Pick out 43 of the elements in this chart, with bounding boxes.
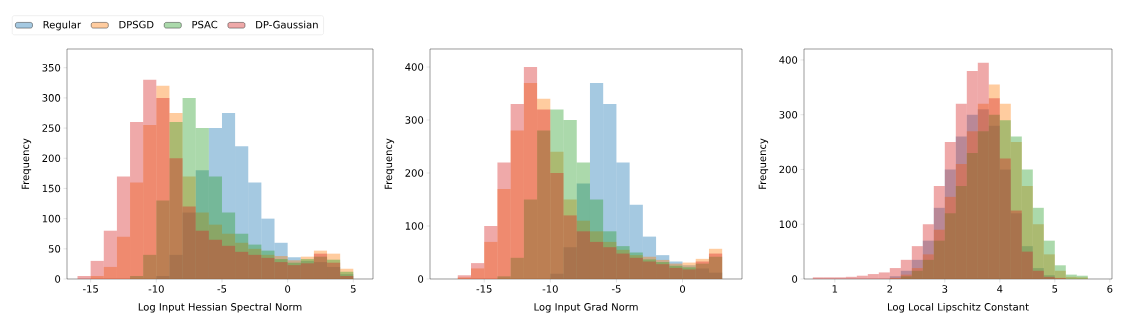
x-tick-label: 0 bbox=[285, 285, 291, 293]
y-tick-label: 350 bbox=[42, 63, 61, 72]
legend-label: DPSGD bbox=[119, 20, 154, 29]
x-tick-label: 1 bbox=[832, 285, 838, 293]
y-axis-title: Frequency bbox=[384, 138, 395, 189]
y-tick-label: 300 bbox=[42, 94, 61, 102]
legend-label: Regular bbox=[43, 20, 82, 31]
y-tick-label: 0 bbox=[55, 275, 61, 283]
x-axis-title: Log Local Lipschitz Constant bbox=[888, 302, 1029, 313]
x-tick-label: -15 bbox=[476, 285, 492, 293]
legend-label: DP-Gaussian bbox=[256, 20, 318, 29]
y-tick-label: 250 bbox=[42, 124, 61, 132]
y-tick-label: 150 bbox=[42, 184, 61, 193]
y-tick-label: 0 bbox=[792, 275, 798, 283]
y-tick-label: 200 bbox=[779, 165, 798, 174]
x-tick-label: -5 bbox=[217, 285, 227, 293]
legend-label: PSAC bbox=[192, 20, 218, 29]
x-tick-label: -5 bbox=[611, 285, 621, 293]
y-tick-label: 400 bbox=[405, 63, 424, 71]
x-tick-label: -15 bbox=[82, 285, 98, 293]
y-tick-label: 200 bbox=[42, 154, 61, 163]
x-tick-label: -10 bbox=[148, 285, 164, 293]
y-tick-label: 400 bbox=[779, 56, 798, 64]
x-tick-label: 5 bbox=[1052, 285, 1058, 293]
y-axis-title: Frequency bbox=[758, 138, 769, 189]
x-tick-label: 5 bbox=[350, 285, 356, 293]
y-tick-label: 100 bbox=[405, 222, 424, 230]
x-tick-label: 4 bbox=[997, 285, 1003, 293]
x-axis-title: Log Input Hessian Spectral Norm bbox=[138, 302, 302, 313]
y-tick-label: 50 bbox=[48, 245, 61, 253]
x-tick-label: -10 bbox=[542, 285, 558, 293]
y-tick-label: 300 bbox=[405, 116, 424, 124]
x-axis-title: Log Input Grad Norm bbox=[534, 302, 638, 313]
x-tick-label: 2 bbox=[887, 285, 892, 293]
y-tick-label: 300 bbox=[779, 110, 798, 119]
y-tick-label: 100 bbox=[42, 214, 61, 223]
x-tick-label: 3 bbox=[942, 285, 948, 293]
x-tick-label: 6 bbox=[1107, 285, 1113, 293]
y-tick-label: 200 bbox=[405, 169, 424, 177]
x-tick-label: 0 bbox=[679, 285, 686, 293]
y-tick-label: 0 bbox=[418, 275, 424, 283]
y-tick-label: 100 bbox=[779, 220, 798, 229]
y-axis-title: Frequency bbox=[21, 138, 32, 189]
